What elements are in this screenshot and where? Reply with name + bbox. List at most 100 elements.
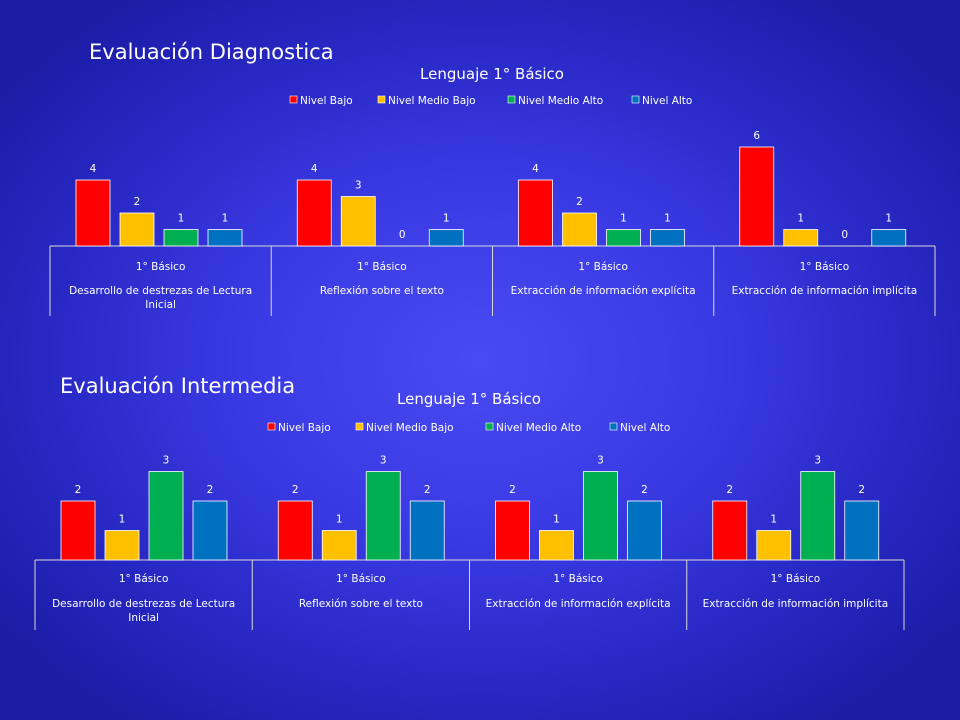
- data-label: 1: [443, 213, 450, 225]
- category-label-skill: Desarrollo de destrezas de Lectura: [52, 598, 235, 610]
- data-label: 4: [532, 163, 539, 175]
- data-label: 1: [664, 213, 671, 225]
- bar-nivel-alto: [192, 500, 228, 561]
- bar-nivel-bajo: [495, 500, 530, 561]
- data-label: 2: [292, 484, 299, 496]
- bar-nivel-medio-bajo: [119, 212, 155, 247]
- bar-nivel-bajo: [60, 500, 96, 561]
- category-label-skill: Inicial: [128, 612, 159, 624]
- category-label-grade: 1° Básico: [119, 573, 169, 585]
- bar-nivel-alto: [650, 229, 685, 247]
- legend-label-nivel-bajo: Nivel Bajo: [300, 95, 353, 107]
- legend-label-nivel-alto: Nivel Alto: [620, 422, 670, 434]
- bar-nivel-medio-bajo: [104, 530, 140, 561]
- legend-label-nivel-medio-alto: Nivel Medio Alto: [518, 95, 603, 107]
- data-label: 2: [134, 196, 141, 208]
- bar-nivel-alto: [409, 500, 445, 561]
- bar-nivel-bajo: [739, 146, 775, 247]
- data-label: 2: [858, 484, 865, 496]
- legend-swatch-nivel-bajo: [289, 95, 298, 104]
- data-label: 0: [399, 229, 406, 241]
- legend-label-nivel-medio-bajo: Nivel Medio Bajo: [388, 95, 476, 107]
- data-label: 2: [576, 196, 583, 208]
- legend-swatch-nivel-medio-alto: [485, 422, 494, 431]
- category-label-grade: 1° Básico: [800, 261, 850, 273]
- legend-swatch-nivel-alto: [609, 422, 618, 431]
- legend-swatch-nivel-medio-alto: [507, 95, 516, 104]
- data-label: 3: [163, 455, 170, 467]
- data-label: 3: [814, 455, 821, 467]
- bar-nivel-medio-alto: [606, 229, 641, 247]
- data-label: 2: [424, 484, 431, 496]
- section-title-intermedia: Evaluación Intermedia: [60, 374, 296, 398]
- data-label: 1: [797, 213, 804, 225]
- data-label: 2: [207, 484, 214, 496]
- data-label: 4: [90, 163, 97, 175]
- bar-nivel-alto: [428, 229, 464, 247]
- bar-chart-diagnostica: Lenguaje 1° Básico Nivel Bajo Nivel Medio …: [49, 65, 936, 316]
- bar-nivel-medio-bajo: [756, 530, 792, 561]
- legend-label-nivel-medio-alto: Nivel Medio Alto: [496, 422, 581, 434]
- legend-swatch-nivel-bajo: [267, 422, 276, 431]
- chart-title: Lenguaje 1° Básico: [397, 390, 541, 408]
- bar-nivel-medio-alto: [365, 471, 401, 561]
- category-label-grade: 1° Básico: [357, 261, 407, 273]
- category-label-grade: 1° Básico: [578, 261, 628, 273]
- legend-swatch-nivel-medio-bajo: [377, 95, 386, 104]
- data-label: 1: [553, 514, 560, 526]
- bar-nivel-alto: [627, 500, 662, 561]
- data-label: 2: [509, 484, 516, 496]
- bar-nivel-medio-bajo: [340, 196, 376, 247]
- bar-nivel-medio-bajo: [321, 530, 357, 561]
- bar-nivel-alto: [844, 500, 880, 561]
- bar-nivel-medio-bajo: [783, 229, 819, 247]
- category-label-grade: 1° Básico: [553, 573, 603, 585]
- category-label-skill: Extracción de información explícita: [486, 598, 671, 610]
- category-label-skill: Desarrollo de destrezas de Lectura: [69, 285, 252, 297]
- data-label: 3: [597, 455, 604, 467]
- data-label: 1: [336, 514, 343, 526]
- data-label: 1: [770, 514, 777, 526]
- legend-swatch-nivel-medio-bajo: [355, 422, 364, 431]
- bar-nivel-medio-alto: [163, 229, 199, 247]
- data-label: 2: [726, 484, 733, 496]
- bar-nivel-bajo: [296, 179, 332, 247]
- bar-nivel-medio-alto: [148, 471, 184, 561]
- category-label-grade: 1° Básico: [136, 261, 186, 273]
- data-label: 1: [620, 213, 627, 225]
- legend-label-nivel-bajo: Nivel Bajo: [278, 422, 331, 434]
- category-label-grade: 1° Básico: [771, 573, 821, 585]
- data-label: 1: [119, 514, 126, 526]
- category-label-skill: Extracción de información implícita: [703, 598, 889, 610]
- category-label-skill: Extracción de información explícita: [511, 285, 696, 297]
- bar-nivel-medio-bajo: [562, 212, 597, 247]
- data-label: 2: [641, 484, 648, 496]
- bar-nivel-bajo: [712, 500, 748, 561]
- category-label-skill: Extracción de información implícita: [732, 285, 918, 297]
- data-label: 6: [753, 130, 760, 142]
- legend-label-nivel-medio-bajo: Nivel Medio Bajo: [366, 422, 454, 434]
- data-label: 1: [885, 213, 892, 225]
- chart-title: Lenguaje 1° Básico: [420, 65, 564, 83]
- data-label: 3: [355, 180, 362, 192]
- data-label: 0: [841, 229, 848, 241]
- legend-label-nivel-alto: Nivel Alto: [642, 95, 692, 107]
- bar-nivel-medio-bajo: [539, 530, 574, 561]
- bar-nivel-medio-alto: [800, 471, 836, 561]
- category-label-skill: Inicial: [145, 299, 176, 311]
- bar-nivel-alto: [871, 229, 907, 247]
- data-label: 4: [311, 163, 318, 175]
- bar-nivel-medio-alto: [583, 471, 618, 561]
- data-label: 2: [75, 484, 82, 496]
- category-label-skill: Reflexión sobre el texto: [299, 598, 423, 610]
- bar-nivel-alto: [207, 229, 243, 247]
- legend-swatch-nivel-alto: [631, 95, 640, 104]
- bar-nivel-bajo: [518, 179, 553, 247]
- category-label-grade: 1° Básico: [336, 573, 386, 585]
- data-label: 3: [380, 455, 387, 467]
- data-label: 1: [178, 213, 185, 225]
- category-label-skill: Reflexión sobre el texto: [320, 285, 444, 297]
- bar-nivel-bajo: [277, 500, 313, 561]
- section-title-diagnostica: Evaluación Diagnostica: [89, 40, 334, 64]
